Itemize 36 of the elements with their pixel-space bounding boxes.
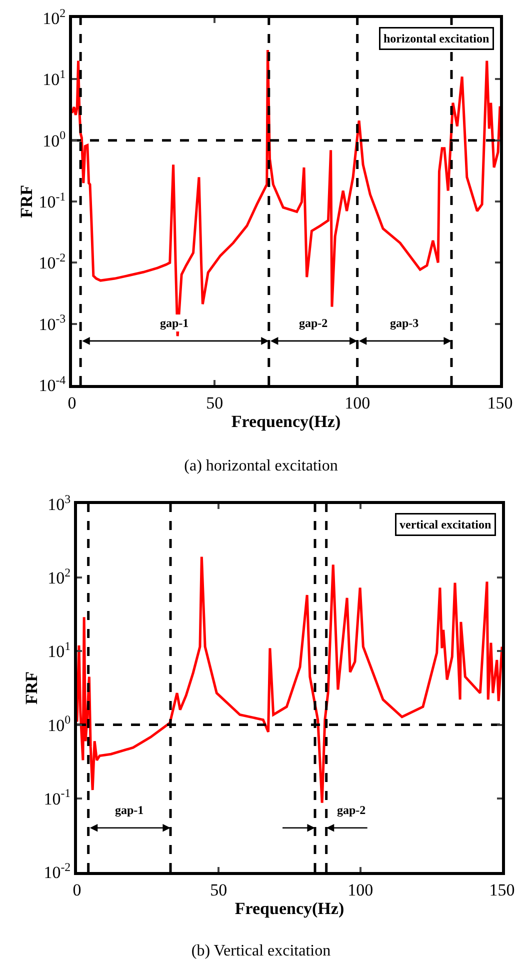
y-tick-label: 10$^{1}$ (48, 639, 71, 662)
annotation: gap-1 (160, 316, 189, 330)
x-tick-label: 0 (72, 880, 82, 900)
annotation: vertical excitation (400, 518, 492, 532)
y-tick-label: 10$^{2}$ (48, 565, 71, 588)
y-tick-label: 10$^{-1}$ (44, 786, 71, 808)
y-tick-label: 10$^{-2}$ (44, 860, 71, 882)
x-tick-label: 50 (210, 880, 228, 900)
y-axis-title: FRF (22, 671, 42, 705)
x-tick-label: 150 (489, 880, 515, 900)
x-tick-label: 100 (348, 880, 374, 900)
annotation: gap-2 (337, 803, 366, 817)
annotation: gap-1 (115, 803, 144, 817)
y-axis-title: FRF (17, 184, 36, 218)
line-series (72, 48, 500, 338)
line-series (77, 556, 502, 804)
y-tick-label: 10$^{-3}$ (38, 312, 66, 334)
text: (a) horizontal excitation (184, 457, 338, 474)
annotation: gap-2 (299, 316, 328, 330)
x-tick-label: 100 (344, 393, 370, 412)
y-tick-label: 10$^{-2}$ (38, 250, 66, 273)
annotation: gap-3 (390, 316, 419, 330)
y-tick-label: 10$^{0}$ (48, 712, 71, 735)
y-tick-label: 10$^{-1}$ (38, 189, 66, 212)
x-tick-label: 50 (206, 393, 224, 412)
x-tick-label: 150 (487, 393, 513, 412)
y-tick-label: 10$^{0}$ (42, 128, 66, 150)
x-tick-label: 0 (68, 393, 76, 412)
y-tick-label: 10$^{1}$ (42, 66, 66, 90)
text: (b) Vertical excitation (191, 942, 331, 960)
y-tick-label: 10$^{2}$ (42, 6, 66, 28)
annotation: horizontal excitation (384, 32, 490, 46)
x-axis-title: Frequency(Hz) (234, 898, 344, 918)
y-tick-label: 10$^{-4}$ (38, 372, 66, 395)
x-axis-title: Frequency(Hz) (231, 412, 341, 431)
y-tick-label: 10$^{3}$ (48, 492, 71, 514)
